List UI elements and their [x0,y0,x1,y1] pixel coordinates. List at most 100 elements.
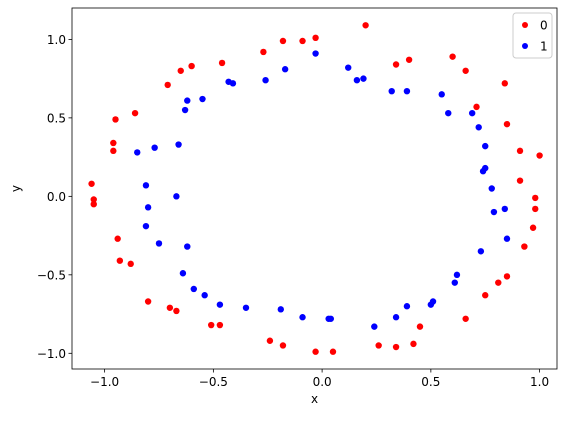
data-point-series-1 [403,303,411,310]
data-point-series-1 [299,314,306,321]
data-point-series-0 [482,292,489,299]
data-point-series-1 [490,208,498,216]
data-point-series-0 [218,59,226,67]
data-point-series-1 [151,144,158,151]
data-point-series-0 [127,260,134,268]
data-point-series-0 [279,342,287,349]
data-point-series-1 [501,205,509,213]
data-point-series-1 [345,64,352,71]
data-point-series-1 [482,142,489,150]
data-point-series-1 [468,109,476,117]
data-point-series-1 [438,91,445,98]
data-point-series-0 [166,304,174,311]
data-point-series-0 [329,348,337,355]
data-point-series-0 [260,48,267,56]
data-point-series-1 [155,240,163,247]
data-point-series-1 [184,97,191,104]
data-point-series-0 [503,273,511,280]
data-point-series-1 [277,306,284,313]
legend-label-series-0: 0 [540,19,548,33]
data-point-series-1 [451,279,458,286]
data-point-series-0 [131,109,139,117]
data-point-series-0 [90,196,97,203]
data-point-series-0 [88,180,95,187]
data-point-series-1 [488,185,495,192]
data-point-series-1 [179,270,187,277]
data-point-series-1 [175,141,182,148]
data-point-series-1 [477,248,485,255]
data-point-series-1 [216,301,224,308]
data-point-series-0 [521,243,528,250]
data-point-series-0 [375,342,382,349]
data-point-series-0 [312,348,319,355]
data-point-series-0 [173,307,180,315]
data-point-series-1 [184,243,191,250]
data-point-series-1 [353,77,361,84]
y-tick-label: 0.5 [47,111,66,125]
y-tick-label: 1.0 [47,33,66,47]
data-point-series-0 [416,323,424,330]
data-point-series-0 [112,116,119,123]
x-axis-ticks: −1.0 −0.5 0.0 0.5 1.0 [90,369,549,389]
data-point-series-0 [299,37,306,45]
data-point-series-1 [181,106,189,114]
data-point-series-0 [164,81,171,89]
data-point-series-0 [216,321,224,329]
legend-label-series-1: 1 [540,40,548,54]
data-point-series-0 [405,56,413,63]
data-point-series-1 [482,164,489,172]
data-point-series-0 [312,34,319,42]
data-point-series-0 [177,67,184,74]
data-point-series-0 [110,147,117,155]
data-point-series-0 [392,343,400,351]
data-point-series-1 [199,95,206,103]
data-point-series-1 [327,315,335,322]
x-tick-label: 0.5 [421,375,440,389]
data-point-series-1 [388,87,395,95]
data-point-series-1 [242,304,250,311]
data-point-series-0 [536,152,543,159]
data-point-series-0 [392,61,400,68]
data-point-series-0 [529,224,537,231]
data-point-series-1 [142,222,150,230]
data-point-series-0 [449,53,456,60]
data-point-series-1 [229,80,237,87]
data-point-series-0 [110,139,117,147]
data-point-series-0 [114,235,121,242]
data-point-series-0 [495,279,502,286]
data-point-series-1 [142,182,150,189]
y-axis-label: y [9,185,23,192]
data-point-series-1 [392,314,400,321]
data-point-series-1 [262,77,269,84]
y-tick-label: −0.5 [37,268,66,282]
x-tick-label: 0.0 [313,375,332,389]
y-axis-ticks: −1.0 −0.5 0.0 0.5 1.0 [37,33,72,361]
data-point-series-0 [473,103,480,111]
x-tick-label: −0.5 [199,375,228,389]
data-point-series-0 [207,321,215,329]
data-point-series-0 [532,194,539,202]
x-tick-label: −1.0 [90,375,119,389]
data-point-series-0 [516,177,524,184]
data-point-series-1 [371,323,378,330]
data-point-series-0 [362,22,369,29]
y-tick-label: 0.0 [47,190,66,204]
data-point-series-0 [90,200,97,208]
data-point-series-1 [360,75,367,82]
x-tick-label: 1.0 [530,375,549,389]
x-axis-label: x [311,392,318,406]
data-point-series-1 [453,271,461,279]
data-point-series-0 [462,67,469,74]
data-point-series-0 [279,37,287,45]
data-point-series-1 [281,66,289,73]
data-point-series-1 [134,149,141,156]
data-point-series-1 [190,285,197,293]
data-point-series-1 [201,292,208,299]
legend-marker-series-0 [522,22,528,28]
data-point-series-0 [462,315,469,322]
data-point-series-1 [429,298,437,305]
data-point-series-1 [503,235,511,242]
data-point-series-0 [410,340,417,348]
data-point-series-0 [516,147,524,155]
